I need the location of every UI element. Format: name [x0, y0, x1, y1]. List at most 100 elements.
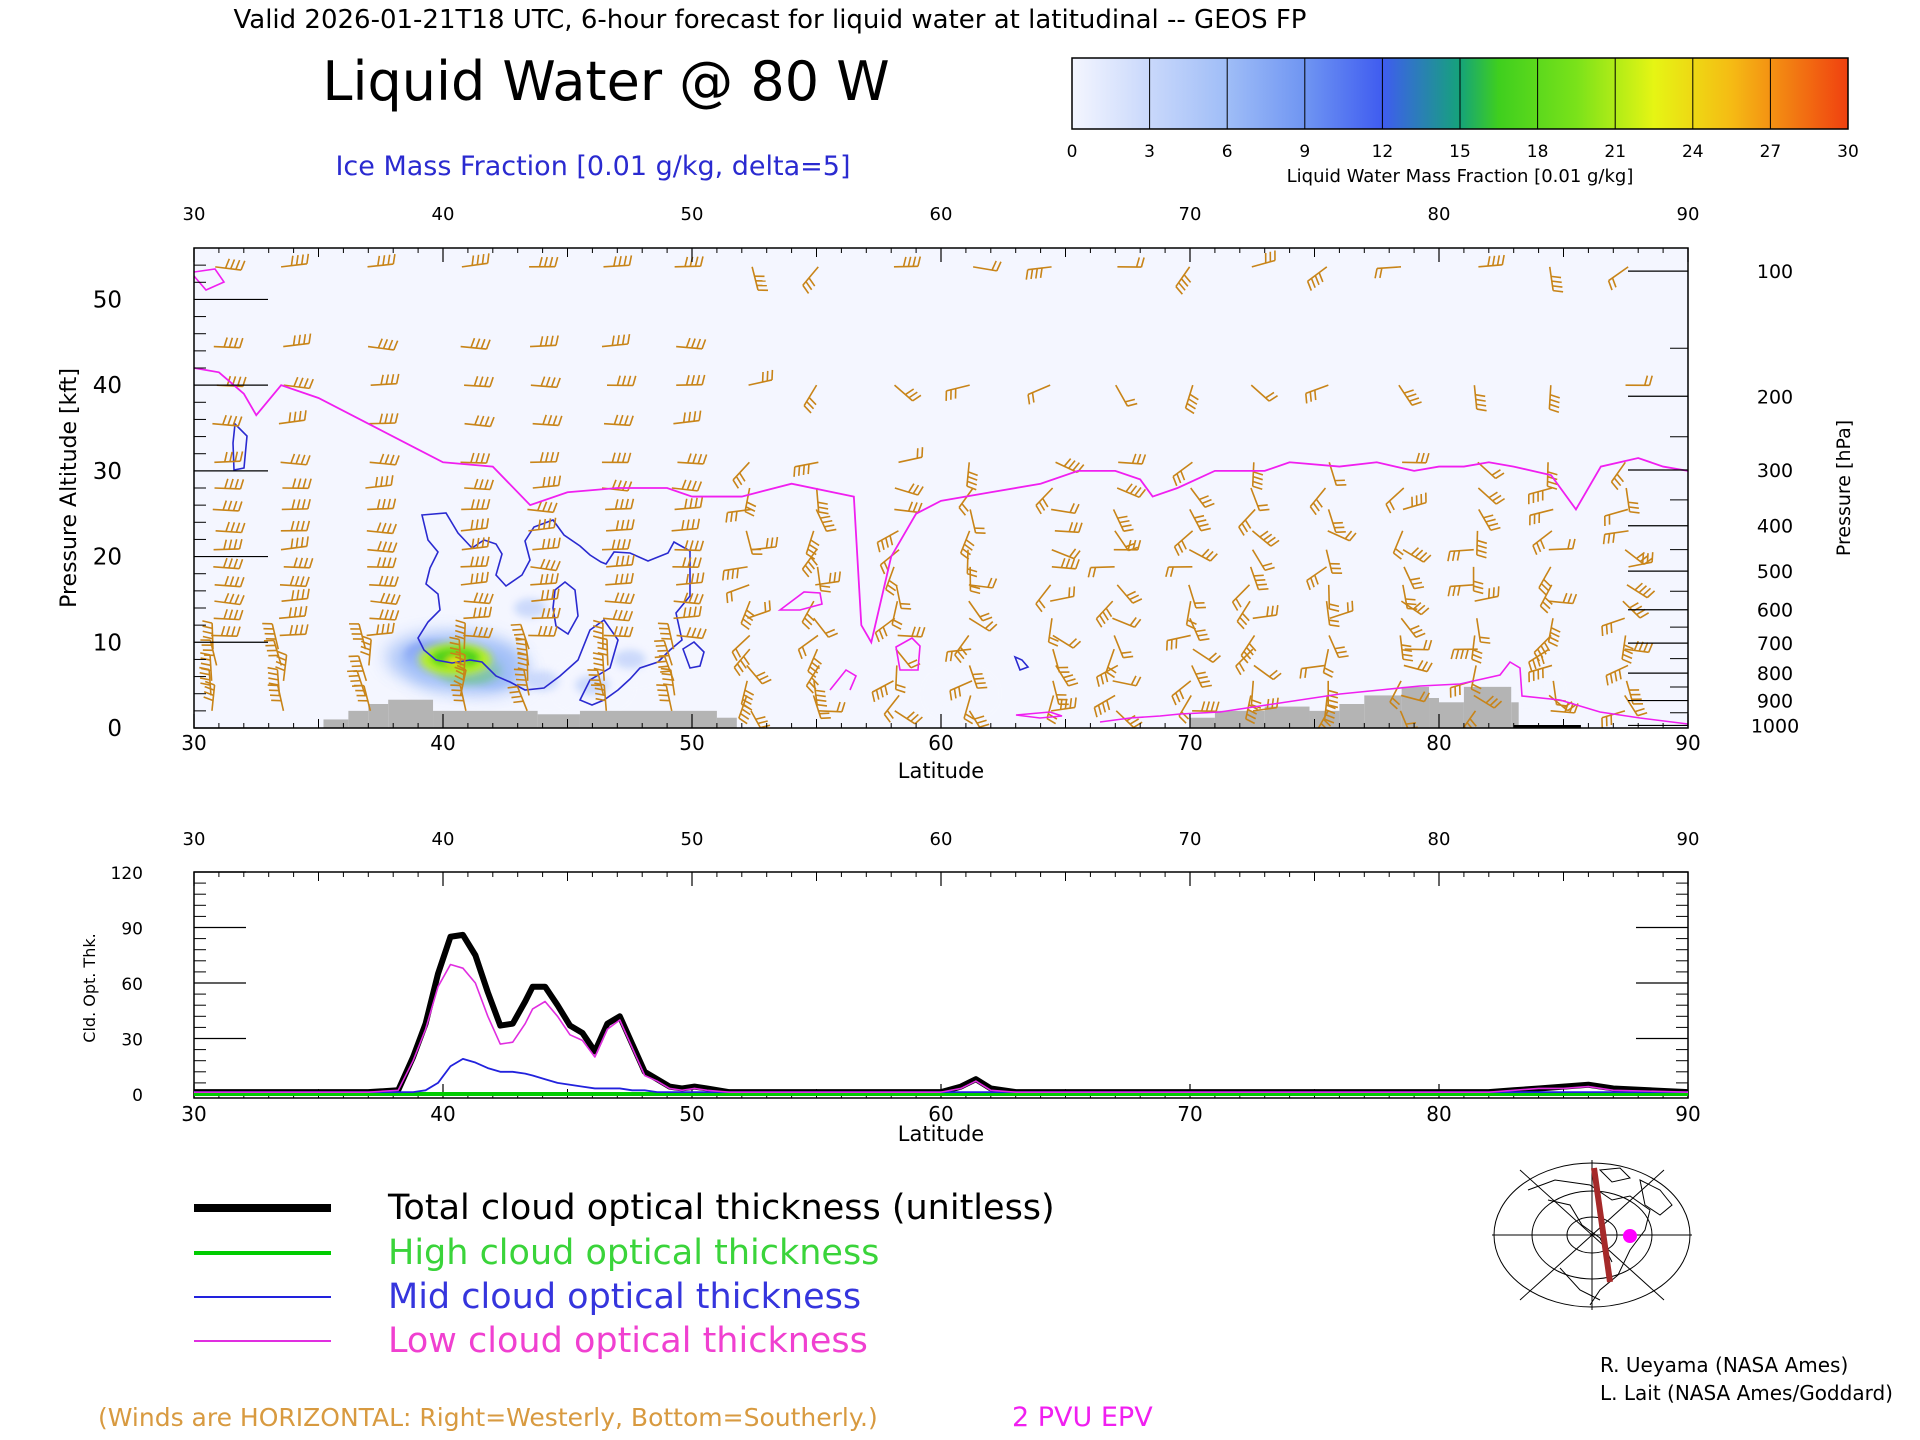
wind-barb	[1184, 384, 1199, 415]
wind-barb-flag	[1567, 593, 1573, 604]
wind-barb-flag	[698, 606, 702, 617]
wind-barb-flag	[486, 498, 491, 510]
wind-barb-flag	[233, 558, 239, 569]
wind-barb-flag	[393, 340, 399, 351]
wind-barb-flag	[1495, 497, 1506, 505]
wind-barb	[1325, 601, 1340, 628]
wind-barb-flag	[808, 277, 816, 287]
wind-barb-flag	[543, 256, 548, 267]
wind-barb-staff	[357, 655, 368, 682]
wind-barb-flag	[1643, 642, 1649, 652]
wind-barb	[1527, 487, 1553, 505]
ice-contour	[682, 640, 705, 669]
wind-barb-staff	[527, 508, 554, 514]
wind-barb-flag	[1135, 257, 1141, 268]
wind-barb	[1327, 530, 1357, 542]
wind-barb-flag	[1475, 393, 1486, 398]
wind-barb	[654, 639, 673, 666]
wind-barb-flag	[627, 375, 632, 386]
wind-barb-flag	[557, 537, 561, 548]
wind-barb-staff	[1090, 566, 1115, 569]
wind-barb-flag	[516, 683, 528, 687]
wind-barb	[369, 413, 399, 425]
wind-barb-flag	[538, 256, 543, 268]
wind-barb-flag	[454, 661, 465, 667]
wind-barb-flag	[1188, 398, 1198, 405]
wind-barb-flag	[1309, 391, 1313, 402]
wind-barb-flag	[240, 522, 246, 533]
wind-barb-staff	[1317, 710, 1329, 728]
wind-barb-flag	[540, 376, 546, 387]
wind-barb-flag	[1259, 508, 1270, 512]
wind-barb-flag	[623, 626, 629, 637]
wind-barb-flag	[556, 588, 560, 599]
wind-barb-flag	[379, 609, 384, 620]
wind-barb	[603, 255, 633, 268]
wind-barb-flag	[742, 655, 750, 666]
wind-barb-flag	[730, 591, 733, 602]
wind-barb-flag	[956, 650, 965, 660]
wind-barb-flag	[1483, 514, 1494, 519]
wind-barb-staff	[283, 384, 310, 390]
wind-barb-flag	[972, 673, 983, 676]
wind-barb-flag	[660, 670, 671, 673]
wind-barb-flag	[1544, 596, 1553, 605]
wind-barb-flag	[1403, 389, 1414, 394]
wind-barb-staff	[459, 685, 467, 712]
wind-barb-flag	[1060, 557, 1066, 568]
wind-barb-flag	[1610, 622, 1613, 633]
wind-barb-flag	[685, 375, 690, 386]
wind-barb-flag	[1540, 645, 1547, 655]
wind-barb	[1051, 557, 1080, 570]
wind-barb	[1112, 509, 1134, 532]
wind-barb	[660, 667, 676, 696]
wind-barb-flag	[239, 577, 245, 587]
wind-barb-flag	[689, 540, 694, 551]
wind-barb-flag	[306, 253, 310, 264]
terrain	[323, 686, 1581, 728]
wind-barb	[349, 623, 367, 650]
wind-barb-flag	[698, 410, 702, 421]
wind-barb	[1235, 648, 1254, 676]
wind-barb-flag	[390, 475, 394, 486]
wind-barb-flag	[473, 376, 479, 387]
y-tick-label: 40	[93, 373, 122, 399]
wind-barb-flag	[731, 568, 735, 580]
wind-barb	[367, 254, 396, 268]
wind-barb-flag	[701, 628, 707, 639]
wind-barb-staff	[601, 654, 605, 681]
wind-barb	[1548, 592, 1578, 605]
wind-barb-staff	[370, 382, 397, 386]
wind-barb-flag	[836, 701, 841, 712]
wind-barb-flag	[1200, 527, 1211, 532]
wind-barb-flag	[1264, 566, 1275, 572]
wind-barb-flag	[1129, 718, 1140, 725]
epv-label: 2 PVU EPV	[1012, 1402, 1153, 1433]
wind-barb	[969, 509, 986, 534]
wind-barb-flag	[970, 585, 981, 590]
terrain-bar	[388, 699, 434, 728]
wind-barb	[601, 538, 632, 551]
epv-fragment	[194, 268, 226, 291]
wind-barb-flag	[907, 501, 914, 512]
wind-barb-flag	[305, 455, 311, 466]
wind-barb-flag	[298, 377, 304, 388]
wind-barb-flag	[1572, 593, 1578, 604]
wind-barb	[1325, 549, 1343, 575]
wind-barb-flag	[1476, 539, 1488, 545]
wind-barb-flag	[387, 541, 393, 552]
wind-barb-flag	[701, 339, 707, 350]
colorbar-tick-label: 9	[1299, 142, 1310, 162]
wind-barb-flag	[224, 575, 230, 586]
wind-barb	[751, 266, 769, 292]
pressure-tick-label: 100	[1757, 261, 1793, 283]
wind-barb-flag	[1235, 665, 1242, 676]
wind-barb	[279, 605, 308, 620]
wind-barb-flag	[1073, 522, 1078, 533]
wind-barb-flag	[220, 625, 226, 636]
wind-barb-flag	[770, 537, 774, 548]
wind-barb-staff	[209, 639, 218, 666]
wind-barb	[450, 684, 467, 712]
